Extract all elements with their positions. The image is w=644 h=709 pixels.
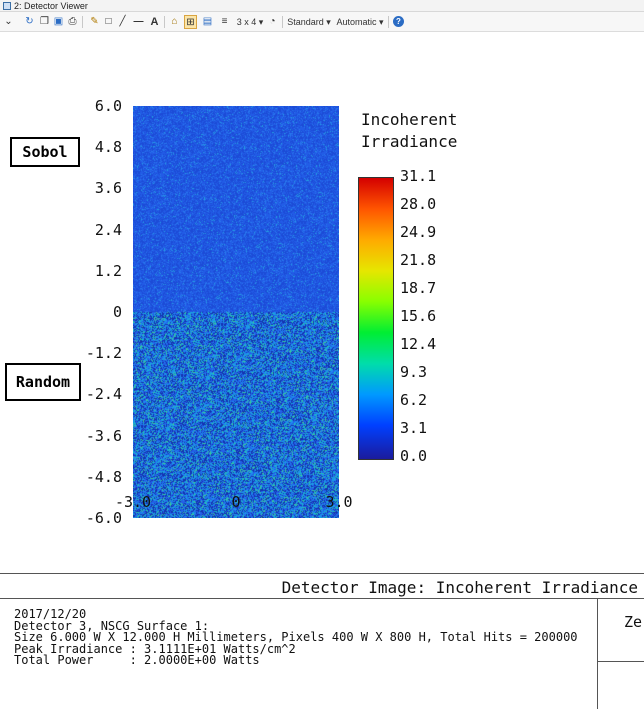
legend-title-line1: Incoherent <box>361 110 458 129</box>
pencil-icon[interactable]: ✎ <box>90 16 99 27</box>
info-side-label: Ze <box>624 613 643 631</box>
window-app-icon <box>3 2 11 10</box>
rectangle-icon[interactable]: □ <box>105 16 112 27</box>
y-tick-label: -1.2 <box>85 344 122 363</box>
colorbar-label: 3.1 <box>400 419 428 437</box>
style-dropdown[interactable]: Standard ▾ <box>287 17 331 27</box>
help-icon[interactable]: ? <box>393 16 404 27</box>
y-tick-label: 3.6 <box>94 179 122 198</box>
window-icon[interactable]: ▤ <box>202 16 213 27</box>
colorbar-label: 12.4 <box>400 335 437 353</box>
text-icon[interactable]: A <box>150 16 159 28</box>
y-tick-label: 1.2 <box>94 261 122 280</box>
colorbar-label: 9.3 <box>400 363 428 381</box>
layout-dropdown[interactable]: 3 x 4 ▾ <box>236 17 264 27</box>
y-tick-label: 4.8 <box>94 138 122 157</box>
colorbar <box>358 177 394 460</box>
layers-icon[interactable]: ≡ <box>221 16 228 27</box>
y-tick-label: -4.8 <box>85 467 122 486</box>
window-title: 2: Detector Viewer <box>14 1 88 11</box>
colorbar-label: 0.0 <box>400 447 428 465</box>
y-tick-label: -2.4 <box>85 385 122 404</box>
info-size: Size 6.000 W X 12.000 H Millimeters, Pix… <box>14 630 578 645</box>
info-title: Detector Image: Incoherent Irradiance <box>281 578 638 597</box>
info-detector: Detector 3, NSCG Surface 1: <box>14 618 210 633</box>
info-body: 2017/12/20 Detector 3, NSCG Surface 1: S… <box>0 598 598 709</box>
colorbar-label: 6.2 <box>400 391 428 409</box>
info-panel: Detector Image: Incoherent Irradiance 20… <box>0 573 644 709</box>
print-icon[interactable]: ⎙ <box>68 16 77 27</box>
colorbar-label: 28.0 <box>400 195 437 213</box>
y-tick-label: -3.6 <box>85 426 122 445</box>
chevron-down-icon[interactable]: ⌄ <box>4 16 13 27</box>
y-tick-label: -6.0 <box>85 509 122 527</box>
toolbar: ⌄ ↻ ❐ ▣ ⎙ ✎ □ ╱ — A ⌂ ⊞ ▤ ≡ 3 x 4 ▾ ◔ St… <box>0 12 644 32</box>
y-tick-label: 0 <box>112 303 122 321</box>
y-tick-label: 6.0 <box>94 97 122 115</box>
line-icon[interactable]: ╱ <box>119 16 126 27</box>
legend-title-line2: Irradiance <box>361 132 458 151</box>
sobol-annotation: Sobol <box>10 137 80 167</box>
info-power: Total Power : 2.0000E+00 Watts <box>14 653 260 668</box>
colorbar-label: 15.6 <box>400 307 437 325</box>
colorbar-label: 31.1 <box>400 167 437 185</box>
x-tick-label: 0 <box>231 493 241 511</box>
plot-area: 6.0 4.8 3.6 2.4 1.2 0 -1.2 -2.4 -3.6 -4.8 -6.0 -3.… <box>0 33 644 573</box>
refresh-icon[interactable]: ↻ <box>25 16 34 27</box>
x-tick-label: -3.0 <box>114 493 152 511</box>
copy-icon[interactable]: ❐ <box>40 16 49 27</box>
info-date: 2017/12/20 <box>14 607 87 621</box>
lock-icon[interactable]: ⌂ <box>171 16 178 27</box>
info-peak: Peak Irradiance : 3.1111E+01 Watts/cm^2 <box>14 641 296 656</box>
title-bar: 2: Detector Viewer <box>0 0 644 12</box>
clock-icon[interactable]: ◔ <box>269 16 276 27</box>
x-tick-label: 3.0 <box>325 493 353 511</box>
colorbar-label: 21.8 <box>400 251 437 269</box>
random-annotation: Random <box>5 363 81 401</box>
scale-dropdown[interactable]: Automatic ▾ <box>336 17 384 27</box>
save-icon[interactable]: ▣ <box>53 16 64 27</box>
colorbar-label: 24.9 <box>400 223 437 241</box>
fit-icon[interactable]: ⊞ <box>184 15 197 29</box>
dash-icon[interactable]: — <box>133 16 144 27</box>
colorbar-label: 18.7 <box>400 279 437 297</box>
y-tick-label: 2.4 <box>94 220 122 239</box>
info-side-panel: Ze <box>598 598 644 709</box>
detector-image <box>133 106 339 518</box>
